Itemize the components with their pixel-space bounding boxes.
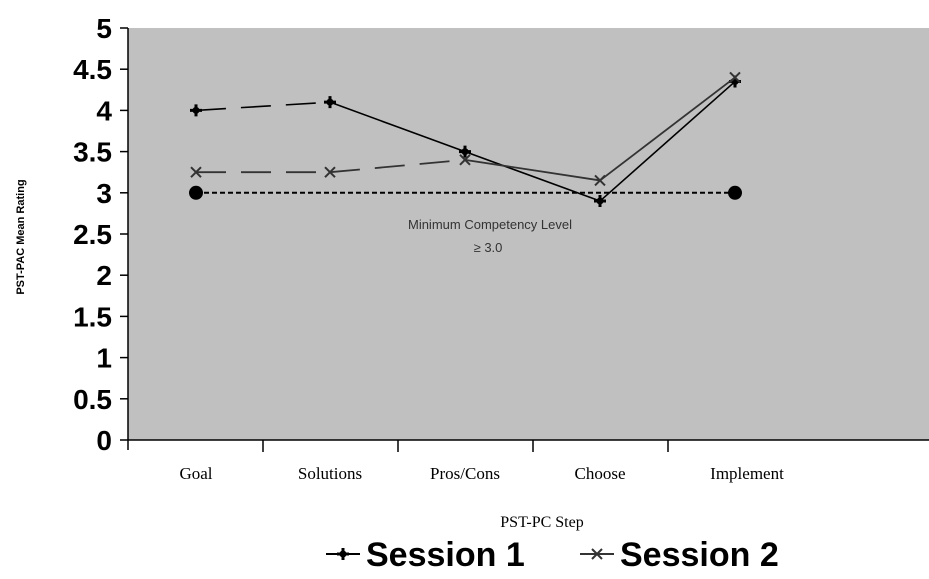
plot-area [128,28,929,440]
reference-line-group [189,185,742,200]
series-1-point-dot [461,148,469,156]
series-2 [190,71,741,187]
y-tick-label: 2 [96,260,112,291]
legend-label: Session 2 [620,536,779,574]
series-1-segment [464,150,601,202]
x-axis-ticks: Goal Solutions Pros/Cons Choose Implement [179,440,784,483]
x-tick-label: Goal [179,464,212,483]
reference-line-endpoint [189,185,203,200]
y-axis-label: PST-PAC Mean Rating [15,179,27,294]
legend-label: Session 1 [366,536,525,574]
series-group [190,71,741,208]
y-tick-label: 1.5 [73,301,112,332]
x-tick-label: Implement [710,464,784,483]
series-2-point [324,166,336,178]
series-1-segment [329,101,466,153]
legend: Session 1 Session 2 [326,536,779,574]
y-tick-label: 3 [96,178,112,209]
reference-annotation-line1: Minimum Competency Level [408,217,572,232]
legend-marker-dot [339,550,347,558]
x-tick-label: Pros/Cons [430,464,500,483]
series-1-point-dot [192,106,200,114]
y-tick-label: 0 [96,425,112,456]
y-tick-label: 2.5 [73,219,112,250]
series-1-segment [195,101,331,112]
x-axis-label: PST-PC Step [500,514,583,531]
y-tick-label: 1 [96,343,112,374]
series-1-point-dot [326,98,334,106]
series-2-point [190,166,202,178]
reference-line-endpoint [728,185,742,200]
y-tick-label: 4.5 [73,54,112,85]
series-2-segment [464,158,601,182]
x-tick-label: Choose [575,464,626,483]
y-tick-label: 4 [96,95,112,126]
series-2-point [459,154,471,166]
series-1-point-dot [596,197,604,205]
y-tick-label: 5 [96,13,112,44]
y-tick-label: 0.5 [73,384,112,415]
series-1-segment [599,80,736,202]
series-1 [190,75,741,208]
x-tick-label: Solutions [298,464,362,483]
series-2-point [594,174,606,187]
legend-marker [591,548,603,560]
series-2-segment [329,158,466,174]
y-axis-ticks: 0 0.5 1 1.5 2 2.5 3 3.5 4 4.5 5 [73,13,128,456]
y-tick-label: 3.5 [73,137,112,168]
series-2-segment [599,76,736,182]
series-2-point [729,71,741,84]
reference-annotation-line2: ≥ 3.0 [474,240,503,255]
